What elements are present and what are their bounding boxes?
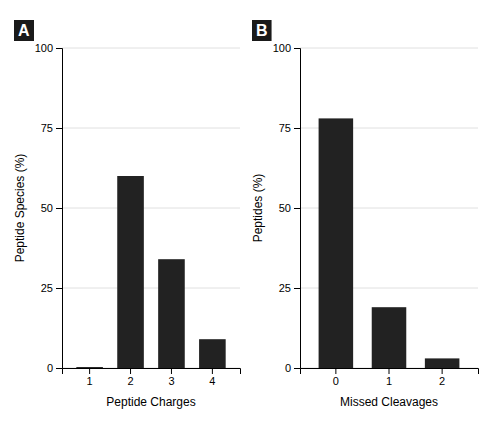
- x-tick-label: 2: [127, 375, 133, 387]
- y-tick-mark: [56, 368, 62, 369]
- y-tick-label: 75: [41, 122, 53, 134]
- bar: [425, 358, 460, 368]
- x-tick-mark: [130, 368, 131, 374]
- x-axis-title: Missed Cleavages: [340, 395, 438, 409]
- y-tick-mark: [56, 208, 62, 209]
- grid: [62, 48, 240, 368]
- y-tick: 100: [35, 42, 62, 54]
- y-axis-title: Peptides (%): [251, 174, 265, 243]
- x-tick-label: 0: [333, 375, 339, 387]
- y-tick-label: 25: [41, 282, 53, 294]
- panel-label: A: [14, 20, 34, 41]
- x-tick-label: 4: [209, 375, 215, 387]
- x-tick: 4: [209, 368, 215, 387]
- x-tick: 2: [439, 368, 445, 387]
- chart-svg: 02550751001234Peptide ChargesPeptide Spe…: [0, 0, 500, 426]
- y-tick-label: 50: [41, 202, 53, 214]
- bar: [372, 307, 407, 368]
- bars: [76, 176, 225, 368]
- x-axis: 1 2 3 4: [63, 368, 241, 387]
- x-tick-mark: [212, 368, 213, 374]
- y-tick-mark: [294, 368, 300, 369]
- y-tick-label: 50: [279, 202, 291, 214]
- x-tick-mark: [89, 368, 90, 374]
- x-tick-label: 1: [87, 375, 93, 387]
- y-axis-line: [56, 49, 63, 369]
- y-tick: 75: [279, 122, 300, 134]
- y-axis: 0 25 50 75 100: [35, 42, 63, 374]
- y-tick: 0: [285, 362, 300, 374]
- y-tick-mark: [56, 48, 62, 49]
- x-axis-line: [301, 369, 479, 375]
- y-axis-title: Peptide Species (%): [13, 154, 27, 263]
- x-tick: 1: [87, 368, 93, 387]
- y-tick-label: 75: [279, 122, 291, 134]
- grid-line: [62, 128, 240, 129]
- x-tick-label: 1: [386, 375, 392, 387]
- y-tick: 25: [41, 282, 62, 294]
- panel-label-text: B: [256, 22, 268, 39]
- panel-label-text: A: [18, 22, 30, 39]
- y-tick-label: 100: [273, 42, 291, 54]
- y-tick-mark: [56, 128, 62, 129]
- x-tick-label: 3: [168, 375, 174, 387]
- x-tick-mark: [335, 368, 336, 374]
- y-tick-mark: [294, 128, 300, 129]
- bar: [158, 259, 185, 368]
- y-tick-mark: [294, 208, 300, 209]
- grid-line: [62, 208, 240, 209]
- y-tick-mark: [294, 288, 300, 289]
- panel-label-background: [14, 20, 34, 41]
- y-tick: 100: [273, 42, 300, 54]
- bars: [319, 118, 460, 368]
- y-tick: 50: [41, 202, 62, 214]
- y-tick: 50: [279, 202, 300, 214]
- x-tick: 3: [168, 368, 174, 387]
- y-tick: 75: [41, 122, 62, 134]
- y-axis-line: [294, 49, 301, 369]
- panel-label-background: [252, 20, 272, 41]
- x-tick: 2: [127, 368, 133, 387]
- panel: 0 25 50 75 100 1 2 3 4 Peptide Charges Peptide Spe…: [13, 42, 241, 409]
- y-tick: 25: [279, 282, 300, 294]
- x-tick-mark: [442, 368, 443, 374]
- y-tick-label: 25: [279, 282, 291, 294]
- x-axis-title: Peptide Charges: [106, 395, 195, 409]
- x-tick-mark: [171, 368, 172, 374]
- bar: [117, 176, 144, 368]
- bar: [319, 118, 354, 368]
- grid: [300, 48, 478, 368]
- y-tick-mark: [294, 48, 300, 49]
- x-axis: 0 1 2: [301, 368, 479, 387]
- x-tick: 1: [386, 368, 392, 387]
- y-axis: 0 25 50 75 100: [273, 42, 301, 374]
- x-tick: 0: [333, 368, 339, 387]
- grid-line: [62, 288, 240, 289]
- grid-line: [62, 48, 240, 49]
- y-tick-label: 100: [35, 42, 53, 54]
- panel-label: B: [252, 20, 272, 41]
- y-tick-label: 0: [285, 362, 291, 374]
- y-tick: 0: [47, 362, 62, 374]
- x-tick-label: 2: [439, 375, 445, 387]
- bar: [76, 367, 103, 368]
- bar: [199, 339, 226, 368]
- x-axis-line: [63, 369, 241, 375]
- grid-line: [300, 48, 478, 49]
- x-tick-mark: [389, 368, 390, 374]
- y-tick-label: 0: [47, 362, 53, 374]
- y-tick-mark: [56, 288, 62, 289]
- panel: 0 25 50 75 100 0 1 2Missed Cleavages Peptides (%…: [251, 42, 479, 409]
